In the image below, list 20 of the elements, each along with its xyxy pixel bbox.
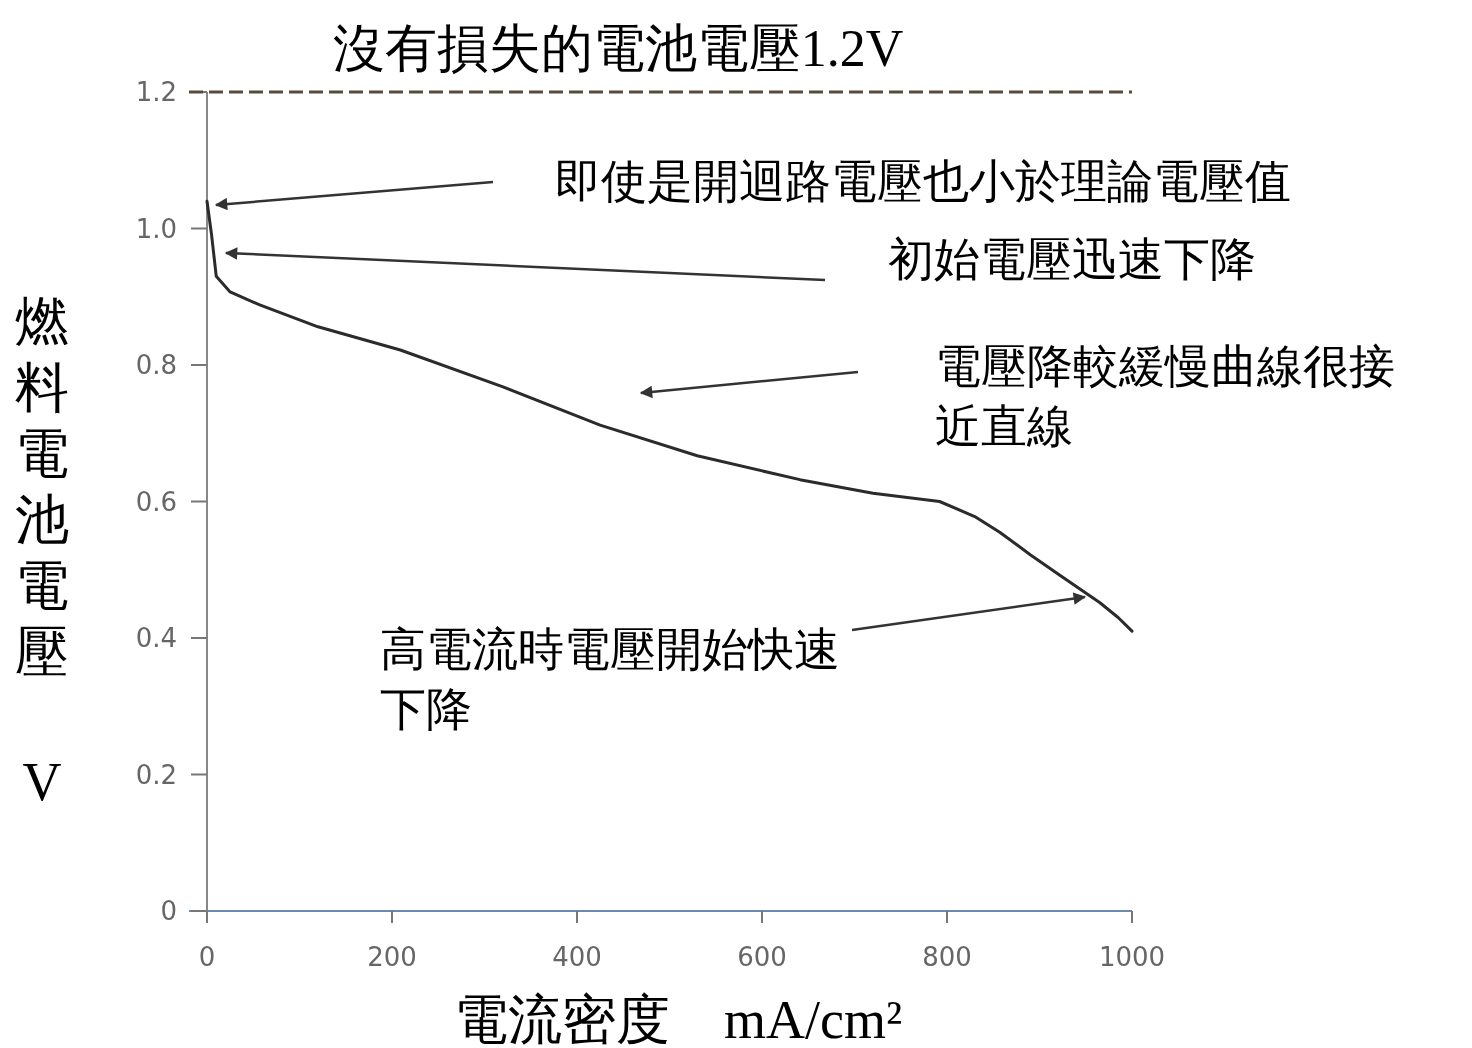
chart-title: 沒有損失的電池電壓1.2V [332, 20, 904, 77]
y-tick-label: 0.8 [135, 350, 177, 380]
y-tick-label: 1.2 [135, 77, 177, 107]
y-tick-label: 0 [160, 896, 177, 926]
y-tick-label: 0.2 [135, 759, 177, 790]
annotation: 即使是開迴路電壓也小於理論電壓值 [555, 156, 1291, 207]
x-tick-label: 800 [922, 942, 972, 972]
text: 燃料電池電壓 V [15, 292, 69, 812]
x-tick-label: 600 [737, 942, 787, 972]
x-tick-label: 1000 [1098, 942, 1166, 972]
x-tick-label: 200 [367, 942, 417, 972]
y-tick-label: 0.6 [135, 486, 177, 517]
x-tick-label: 400 [552, 942, 602, 972]
annotation: 高電流時電壓開始快速下降 [380, 624, 840, 735]
x-axis-title: 電流密度 mA/cm² [453, 990, 903, 1048]
y-tick-label: 1.0 [135, 213, 177, 244]
x-tick-label: 0 [198, 942, 216, 972]
y-tick-label: 0.4 [135, 623, 177, 653]
annotation: 電壓降較緩慢曲線很接近直線 [935, 341, 1395, 452]
annotation: 初始電壓迅速下降 [888, 234, 1256, 285]
